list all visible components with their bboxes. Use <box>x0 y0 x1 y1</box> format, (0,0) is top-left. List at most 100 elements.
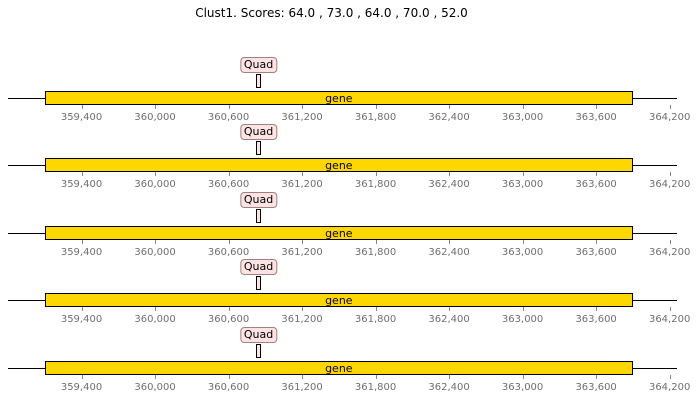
gene-feature <box>44 158 633 172</box>
axis-tick-label: 360,600 <box>207 382 250 393</box>
axis-tick <box>375 105 377 109</box>
gene-label: gene <box>325 294 353 307</box>
axis-tick <box>302 105 304 109</box>
axis-tick <box>302 375 304 379</box>
axis-tick <box>449 172 451 176</box>
gene-feature <box>44 361 633 375</box>
axis-tick-label: 364,200 <box>648 314 691 325</box>
axis-tick <box>669 105 671 109</box>
axis-tick-label: 364,200 <box>648 382 691 393</box>
axis-tick <box>81 172 83 176</box>
axis-tick-label: 361,800 <box>354 382 397 393</box>
axis-tick <box>522 105 524 109</box>
axis-tick-label: 360,600 <box>207 179 250 190</box>
axis-tick <box>81 307 83 311</box>
axis-tick-label: 363,000 <box>501 314 544 325</box>
axis-tick <box>302 307 304 311</box>
axis-tick <box>375 172 377 176</box>
axis-tick-label: 359,400 <box>60 179 103 190</box>
quad-label: Quad <box>239 327 278 343</box>
axis-tick <box>302 240 304 244</box>
axis-tick-label: 360,000 <box>134 179 176 190</box>
axis-tick-label: 363,600 <box>575 112 617 123</box>
axis-tick-label: 359,400 <box>60 314 103 325</box>
axis-tick <box>522 172 524 176</box>
axis-tick-label: 361,800 <box>354 179 397 190</box>
axis-tick <box>522 375 524 379</box>
axis-tick <box>375 240 377 244</box>
axis-tick <box>228 105 230 109</box>
axis-tick-label: 363,600 <box>575 247 617 258</box>
axis-tick <box>375 307 377 311</box>
gene-feature <box>44 91 633 105</box>
axis-tick-label: 363,000 <box>501 179 544 190</box>
axis-tick <box>522 307 524 311</box>
axis-tick-label: 362,400 <box>428 247 470 258</box>
axis-tick <box>155 172 157 176</box>
quad-label: Quad <box>239 124 278 140</box>
axis-tick-label: 364,200 <box>648 179 691 190</box>
axis-tick-label: 361,800 <box>354 112 397 123</box>
axis-tick <box>669 307 671 311</box>
axis-tick <box>669 375 671 379</box>
gene-feature <box>44 293 633 307</box>
quad-feature <box>256 141 262 155</box>
quad-feature <box>256 209 262 223</box>
axis-tick-label: 363,000 <box>501 247 544 258</box>
axis-tick <box>228 307 230 311</box>
axis-tick <box>449 240 451 244</box>
axis-tick-label: 361,200 <box>281 247 323 258</box>
axis-tick <box>669 172 671 176</box>
axis-tick <box>155 240 157 244</box>
axis-tick-label: 360,000 <box>134 314 176 325</box>
axis-tick <box>375 375 377 379</box>
axis-tick-label: 363,600 <box>575 382 617 393</box>
gene-feature <box>44 226 633 240</box>
axis-tick <box>669 240 671 244</box>
axis-tick-label: 362,400 <box>428 112 470 123</box>
axis-tick-label: 361,800 <box>354 314 397 325</box>
axis-tick <box>155 375 157 379</box>
quad-feature <box>256 276 262 290</box>
axis-tick-label: 362,400 <box>428 314 470 325</box>
axis-tick-label: 363,600 <box>575 314 617 325</box>
axis-tick-label: 360,000 <box>134 112 176 123</box>
axis-tick-label: 360,600 <box>207 112 250 123</box>
axis-tick <box>81 240 83 244</box>
axis-tick-label: 360,000 <box>134 382 176 393</box>
axis-tick-label: 359,400 <box>60 247 103 258</box>
quad-label: Quad <box>239 192 278 208</box>
axis-tick <box>596 375 598 379</box>
axis-tick <box>596 307 598 311</box>
axis-tick <box>449 375 451 379</box>
figure-title: Clust1. Scores: 64.0 , 73.0 , 64.0 , 70.… <box>195 6 468 20</box>
quad-label: Quad <box>239 57 278 73</box>
axis-tick <box>522 240 524 244</box>
axis-tick-label: 360,600 <box>207 314 250 325</box>
axis-tick <box>155 307 157 311</box>
axis-tick-label: 363,600 <box>575 179 617 190</box>
axis-tick-label: 363,000 <box>501 382 544 393</box>
axis-tick <box>596 172 598 176</box>
axis-tick-label: 361,200 <box>281 314 323 325</box>
axis-tick-label: 364,200 <box>648 112 691 123</box>
axis-tick <box>228 375 230 379</box>
axis-tick-label: 361,200 <box>281 179 323 190</box>
axis-tick <box>81 105 83 109</box>
quad-label: Quad <box>239 259 278 275</box>
gene-label: gene <box>325 362 353 375</box>
axis-tick-label: 362,400 <box>428 382 470 393</box>
gene-label: gene <box>325 159 353 172</box>
axis-tick <box>596 105 598 109</box>
axis-tick-label: 361,800 <box>354 247 397 258</box>
gene-label: gene <box>325 227 353 240</box>
axis-tick <box>228 172 230 176</box>
quad-feature <box>256 344 262 358</box>
axis-tick-label: 359,400 <box>60 112 103 123</box>
quad-feature <box>256 74 262 88</box>
axis-tick <box>228 240 230 244</box>
axis-tick <box>81 375 83 379</box>
axis-tick-label: 364,200 <box>648 247 691 258</box>
axis-tick <box>449 307 451 311</box>
axis-tick-label: 363,000 <box>501 112 544 123</box>
